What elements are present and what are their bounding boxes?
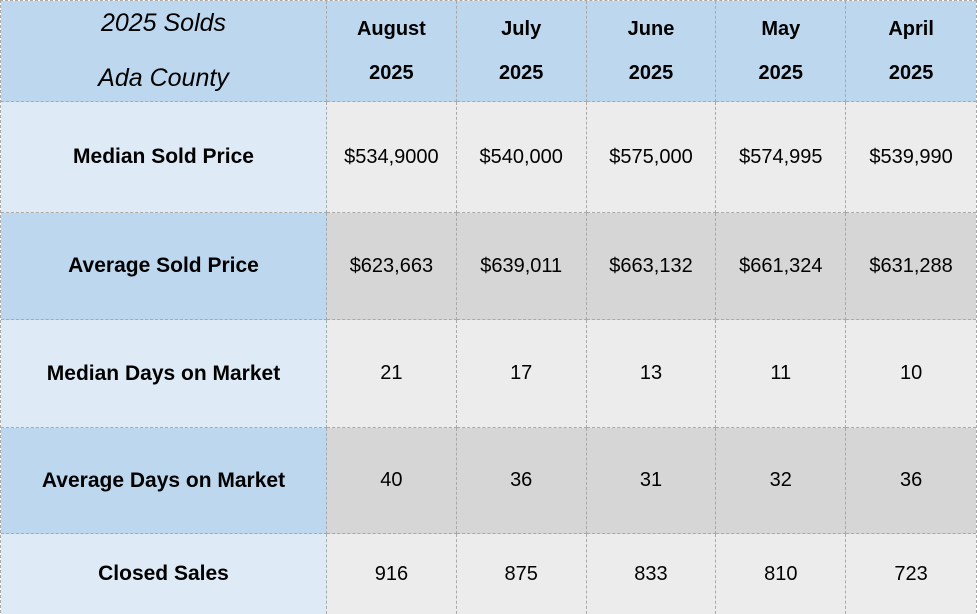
row-label-median-days-on-market: Median Days on Market <box>1 320 327 428</box>
column-header-june: June 2025 <box>586 1 717 102</box>
column-header-month: July <box>501 17 542 40</box>
table-cell: $540,000 <box>456 102 587 213</box>
column-header-year: 2025 <box>498 61 544 84</box>
row-label-average-sold-price: Average Sold Price <box>1 213 327 320</box>
column-header-july: July 2025 <box>456 1 587 102</box>
table-cell: 21 <box>327 320 457 428</box>
column-header-may: May 2025 <box>716 1 847 102</box>
column-header-month: May <box>761 17 801 40</box>
column-header-year: 2025 <box>888 61 934 84</box>
table-cell: 11 <box>716 320 847 428</box>
column-header-year: 2025 <box>758 61 804 84</box>
column-header-year: 2025 <box>628 61 674 84</box>
table-cell: $623,663 <box>327 213 457 320</box>
column-header-august: August 2025 <box>327 1 457 102</box>
table-cell: $539,990 <box>846 102 976 213</box>
table-cell: $663,132 <box>586 213 717 320</box>
table-cell: 40 <box>327 428 457 534</box>
table-title-line1: 2025 Solds <box>100 9 227 37</box>
column-header-april: April 2025 <box>846 1 976 102</box>
column-header-month: April <box>888 17 934 40</box>
table-cell: $639,011 <box>456 213 587 320</box>
table-cell: 32 <box>716 428 847 534</box>
table-cell: 13 <box>586 320 717 428</box>
table-cell: $631,288 <box>846 213 976 320</box>
table-cell: 875 <box>456 534 587 614</box>
table-title-cell: 2025 Solds Ada County <box>1 1 327 102</box>
table-cell: 810 <box>716 534 847 614</box>
table-cell: 723 <box>846 534 976 614</box>
column-header-month: June <box>627 17 675 40</box>
table-cell: 36 <box>846 428 976 534</box>
table-cell: 31 <box>586 428 717 534</box>
table-cell: $575,000 <box>586 102 717 213</box>
table-cell: 833 <box>586 534 717 614</box>
table-cell: 17 <box>456 320 587 428</box>
row-label-closed-sales: Closed Sales <box>1 534 327 614</box>
column-header-year: 2025 <box>369 61 414 84</box>
table-cell: 36 <box>456 428 587 534</box>
table-cell: $661,324 <box>716 213 847 320</box>
table-cell: 916 <box>327 534 457 614</box>
table-cell: $534,9000 <box>327 102 457 213</box>
table-title-line2: Ada County <box>98 64 229 92</box>
table-cell: $574,995 <box>716 102 847 213</box>
table-cell: 10 <box>846 320 976 428</box>
row-label-average-days-on-market: Average Days on Market <box>1 428 327 534</box>
row-label-median-sold-price: Median Sold Price <box>1 102 327 213</box>
column-header-month: August <box>356 17 426 40</box>
